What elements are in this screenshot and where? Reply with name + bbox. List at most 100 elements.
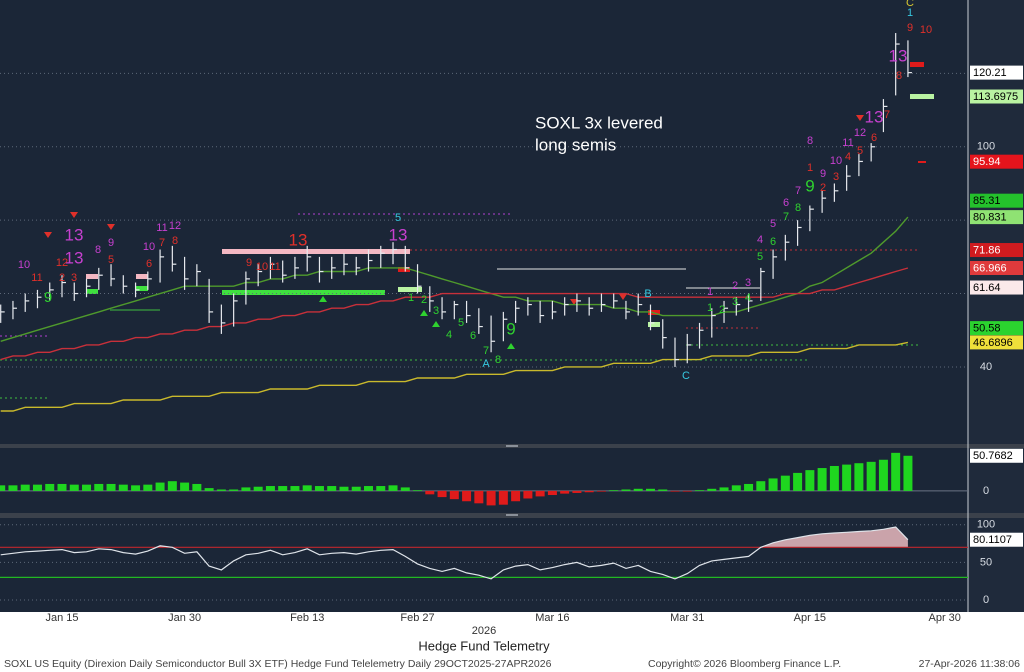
count-label: 9 <box>506 319 515 338</box>
histogram-bar <box>535 490 545 497</box>
footer-center: Copyright© 2026 Bloomberg Finance L.P. <box>648 658 841 670</box>
histogram-bar <box>572 490 582 493</box>
count-label: 9 <box>820 168 826 180</box>
count-label: 7 <box>795 185 801 197</box>
histogram-bar <box>327 486 337 491</box>
count-label: 6 <box>783 197 789 209</box>
histogram-bar <box>8 485 18 491</box>
histogram-bar <box>229 489 239 491</box>
buy-arrow <box>507 343 515 349</box>
count-label: 2 <box>719 304 725 316</box>
histogram-bar <box>106 483 116 491</box>
footer-background <box>0 612 1024 672</box>
count-label: 8 <box>896 70 902 82</box>
value-label: 80.831 <box>973 212 1007 224</box>
count-label: 3 <box>433 305 439 317</box>
count-label: 11 <box>269 261 280 273</box>
value-label: 71.86 <box>973 244 1001 256</box>
sell-arrow <box>570 299 578 305</box>
count-label: 10 <box>143 241 155 253</box>
count-label: C <box>682 370 690 382</box>
value-label: 50.58 <box>973 323 1001 335</box>
histogram-bar <box>780 475 790 491</box>
annotation: long semis <box>535 135 616 154</box>
count-label: 2 <box>732 280 738 292</box>
count-label: 12 <box>56 257 68 269</box>
buy-arrow <box>432 321 440 327</box>
histogram-bar <box>278 486 288 491</box>
histogram-bar <box>817 468 827 491</box>
count-label: 9 <box>44 289 52 306</box>
y-tick-label: 40 <box>980 361 992 373</box>
histogram-bar <box>32 484 42 491</box>
count-label: 13 <box>65 248 84 267</box>
histogram-bar <box>192 483 202 491</box>
histogram-bar <box>829 465 839 491</box>
histogram-bar <box>167 481 177 491</box>
count-label: 4 <box>845 151 851 163</box>
histogram-bar <box>903 455 913 491</box>
histogram-bar <box>596 490 606 492</box>
count-label: 1 <box>707 302 713 314</box>
footer-right: 27-Apr-2026 11:38:06 <box>919 658 1021 670</box>
count-label: 8 <box>807 135 813 147</box>
histogram-bar <box>364 486 373 491</box>
histogram-bar <box>413 490 423 491</box>
histogram-bar <box>707 488 717 491</box>
value-label: 46.6896 <box>973 337 1013 349</box>
value-label-box <box>970 243 1023 258</box>
histogram-bar <box>645 488 655 491</box>
count-label: 6 <box>871 132 877 144</box>
histogram-bar <box>866 461 876 491</box>
x-tick-label: Apr 30 <box>929 612 961 624</box>
histogram-bar <box>878 459 888 491</box>
histogram-bar <box>314 486 324 491</box>
count-label: 9 <box>907 22 913 34</box>
histogram-bar <box>462 490 472 502</box>
count-label: 9 <box>108 237 114 249</box>
histogram-bar <box>216 489 226 491</box>
x-tick-label: Feb 13 <box>290 612 324 624</box>
value-label-box <box>970 260 1023 275</box>
value-label-box <box>970 532 1023 547</box>
count-label: 10 <box>920 24 932 36</box>
histogram-bar <box>670 490 680 492</box>
count-label: 4 <box>446 329 452 341</box>
histogram-bar <box>57 483 67 491</box>
count-label: 10 <box>18 259 30 271</box>
value-label-box <box>970 280 1023 295</box>
count-label: 6 <box>146 258 152 270</box>
histogram-bar <box>731 485 741 491</box>
count-label: 3 <box>833 171 839 183</box>
value-label: 61.64 <box>973 282 1001 294</box>
histogram-bar <box>474 490 484 504</box>
count-label: 4 <box>745 292 751 304</box>
value-label-box <box>970 65 1023 80</box>
count-label: 1 <box>408 292 414 304</box>
count-label: 12 <box>854 127 866 139</box>
oscillator-line <box>0 526 909 580</box>
separator-handle <box>506 514 518 516</box>
signal-marker <box>398 287 422 292</box>
histogram-bar <box>560 490 570 494</box>
histogram-bar <box>339 486 349 491</box>
signal-marker <box>910 94 934 99</box>
histogram-bar <box>302 485 312 491</box>
count-label: 10 <box>830 155 842 167</box>
signal-marker <box>86 289 98 294</box>
histogram-bar <box>744 483 754 491</box>
histogram-bar <box>621 489 631 491</box>
histogram-bar <box>351 486 361 491</box>
count-label: 5 <box>395 212 401 224</box>
signal-marker <box>136 274 148 279</box>
histogram-bar <box>20 484 30 491</box>
count-label: 3 <box>732 296 738 308</box>
value-label-box <box>970 154 1023 169</box>
count-label: 11 <box>31 272 42 284</box>
histogram-bar <box>253 486 263 491</box>
x-tick-label: Feb 27 <box>400 612 434 624</box>
x-tick-label: Mar 31 <box>670 612 704 624</box>
histogram-bar <box>584 490 594 493</box>
